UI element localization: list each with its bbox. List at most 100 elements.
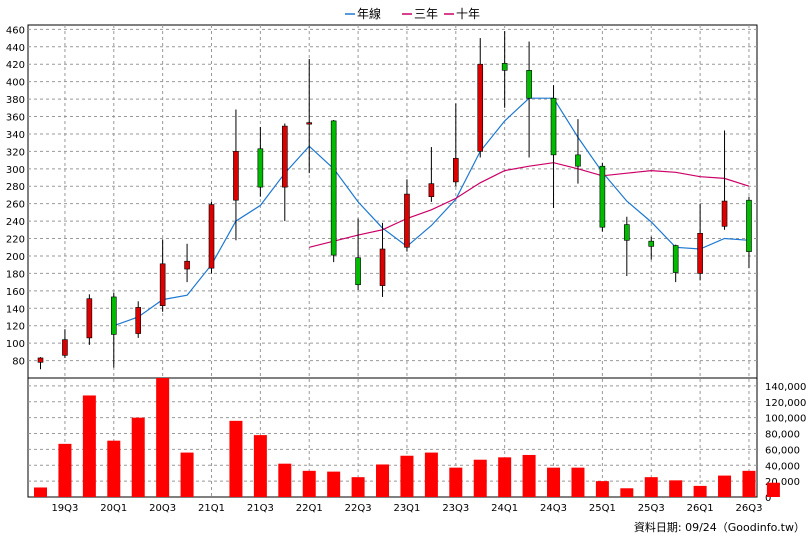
candle-body — [110, 296, 117, 335]
ma-year-line — [113, 97, 750, 327]
volume-tick-label: 140,000 — [765, 382, 806, 393]
price-tick-label: 80 — [12, 357, 25, 368]
volume-bar — [107, 440, 121, 497]
candle-body — [233, 151, 239, 201]
volume-bar — [522, 454, 536, 497]
price-tick-label: 160 — [6, 287, 25, 298]
price-tick-label: 360 — [6, 113, 25, 124]
candle-body — [184, 260, 190, 270]
volume-bar — [34, 487, 47, 497]
x-tick-label: 20Q3 — [149, 503, 176, 514]
x-tick-label: 22Q3 — [345, 503, 372, 514]
volume-bar — [278, 463, 292, 497]
volume-bar — [669, 480, 683, 497]
source-label: 資料日期: 09/24（Goodinfo.tw） — [634, 520, 805, 534]
candle-body — [672, 245, 679, 273]
volume-bar — [571, 467, 585, 497]
candle-body — [379, 248, 386, 286]
volume-bar — [376, 464, 390, 497]
volume-bar — [327, 471, 341, 497]
x-tick-label: 24Q1 — [491, 503, 518, 514]
price-panel: 80 100 120 140 160 180 200 220 240 260 280 300 320 34… — [6, 24, 758, 497]
price-tick-label: 320 — [6, 147, 25, 158]
candle-body — [697, 233, 703, 274]
volume-bar — [180, 452, 194, 497]
candle-body — [526, 70, 532, 99]
price-tick-label: 100 — [6, 339, 25, 350]
candle-body — [257, 148, 264, 188]
x-tick-label: 20Q1 — [100, 503, 127, 514]
candle-body — [648, 240, 655, 247]
candle-body — [37, 357, 44, 363]
price-tick-label: 460 — [6, 25, 25, 36]
candle-body — [746, 199, 752, 252]
price-tick-label: 120 — [6, 322, 25, 333]
volume-bar — [766, 482, 780, 497]
price-tick-label: 260 — [6, 200, 25, 211]
candle-body — [159, 263, 166, 306]
volume-bar — [131, 417, 145, 497]
candle-body — [86, 298, 93, 339]
candle-body — [355, 257, 361, 286]
volume-bar — [400, 455, 414, 497]
volume-bar — [498, 457, 512, 497]
volume-tick-label: 0 — [765, 493, 771, 504]
candle-body — [428, 183, 435, 198]
candle-body — [501, 63, 508, 71]
x-tick-label: 21Q3 — [247, 503, 274, 514]
x-tick-label: 24Q3 — [540, 503, 567, 514]
x-tick-label: 22Q1 — [296, 503, 323, 514]
x-tick-label: 23Q3 — [442, 503, 469, 514]
volume-bar — [718, 475, 732, 497]
volume-bar — [742, 470, 756, 497]
x-tick-label: 23Q1 — [393, 503, 420, 514]
volume-bar — [595, 481, 609, 497]
price-tick-label: 180 — [6, 269, 25, 280]
volume-bar — [82, 395, 96, 497]
legend-label: 十年 — [456, 7, 480, 21]
legend: 年線 三年 十年 — [345, 6, 480, 21]
legend-label: 三年 — [414, 7, 438, 21]
x-tick-label: 26Q1 — [687, 503, 714, 514]
volume-bar — [229, 420, 243, 497]
volume-bar — [58, 443, 72, 497]
price-tick-label: 280 — [6, 182, 25, 193]
price-tick-label: 200 — [6, 252, 25, 263]
volume-bar — [156, 378, 170, 497]
price-tick-label: 440 — [6, 43, 25, 54]
x-tick-label: 25Q1 — [589, 503, 616, 514]
volume-plot-frame — [27, 377, 758, 498]
price-plot-frame — [27, 24, 758, 379]
candle-body — [281, 125, 288, 188]
x-tick-label: 21Q1 — [198, 503, 225, 514]
candle-body — [453, 158, 459, 183]
volume-bar — [620, 488, 634, 497]
candle-body — [599, 165, 606, 228]
candle-body — [575, 154, 581, 167]
candle-body — [550, 97, 557, 156]
price-tick-label: 220 — [6, 235, 25, 246]
volume-panel: 0 20,000 40,000 60,000 80,000 100,000 120,000 1… — [27, 377, 806, 504]
volume-bar — [253, 435, 267, 497]
volume-bar — [424, 452, 438, 497]
volume-bar — [302, 470, 316, 497]
legend-label: 年線 — [357, 6, 381, 21]
price-tick-label: 300 — [6, 165, 25, 176]
x-tick-label: 26Q3 — [735, 503, 762, 514]
candle-body — [208, 204, 215, 269]
candle-body — [721, 200, 728, 227]
volume-bar — [351, 477, 365, 497]
volume-bar — [693, 485, 707, 497]
x-axis: 19Q3 20Q1 20Q3 21Q1 21Q3 22Q1 22Q3 23Q1 23Q3 24Q1… — [51, 503, 762, 514]
candle-body — [62, 339, 68, 356]
volume-bar — [644, 477, 658, 497]
volume-tick-label: 100,000 — [765, 414, 806, 425]
volume-tick-label: 80,000 — [765, 430, 800, 441]
x-tick-label: 25Q3 — [638, 503, 665, 514]
candle-body — [135, 307, 142, 334]
candle-body — [306, 122, 313, 125]
volume-bar — [473, 459, 487, 497]
price-tick-label: 140 — [6, 304, 25, 315]
volume-bar — [449, 467, 463, 497]
